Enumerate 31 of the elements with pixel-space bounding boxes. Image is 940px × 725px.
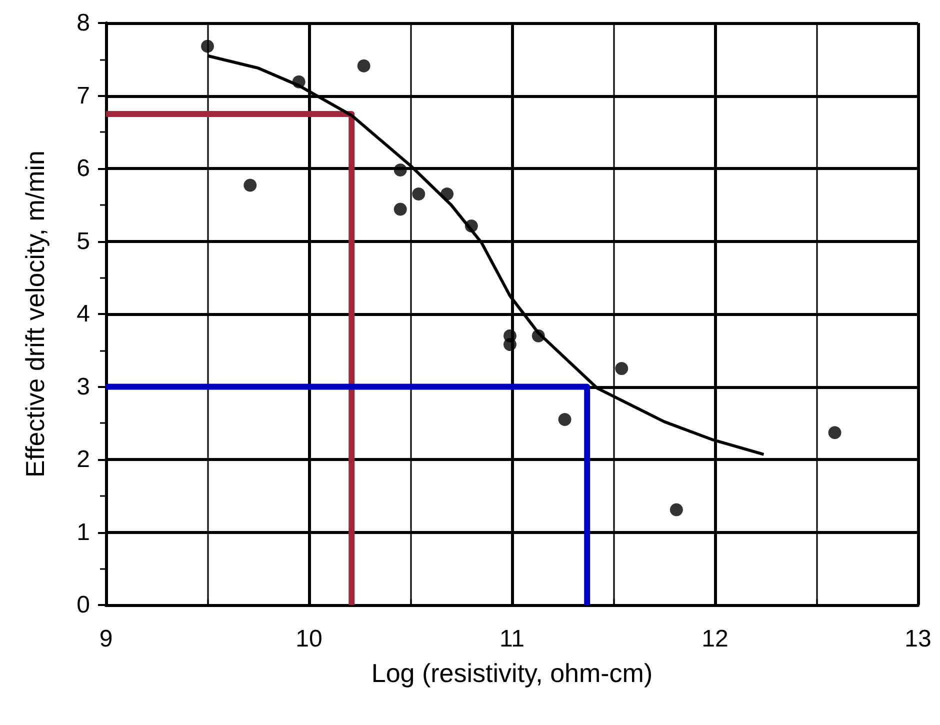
x-tick-label: 13	[904, 626, 932, 652]
point	[292, 75, 306, 88]
point	[615, 362, 628, 376]
point	[357, 59, 370, 72]
y-tick-label: 7	[76, 82, 90, 110]
y-tick-label: 5	[76, 228, 90, 255]
y-tick-label: 6	[76, 155, 90, 182]
point	[394, 202, 407, 216]
point	[670, 503, 683, 516]
point	[464, 219, 478, 232]
point	[412, 187, 426, 200]
point	[201, 40, 214, 53]
point	[558, 412, 572, 426]
point	[503, 329, 516, 342]
point	[394, 163, 407, 176]
point	[244, 178, 257, 192]
point	[440, 187, 454, 200]
point	[532, 329, 545, 342]
y-tick-label: 4	[76, 300, 90, 328]
y-axis-title: Effective drift velocity, m/min	[20, 150, 50, 478]
y-tick-label: 8	[76, 10, 90, 36]
y-tick-label: 1	[76, 518, 90, 546]
y-tick-label: 0	[76, 592, 90, 618]
y-tick-label: 2	[76, 446, 90, 473]
x-tick-label: 12	[702, 626, 728, 652]
x-tick-label: 11	[500, 626, 524, 652]
x-tick-label: 10	[296, 626, 322, 652]
x-axis-title: Log (resistivity, ohm-cm)	[371, 658, 653, 688]
x-tick-label: 9	[99, 626, 113, 652]
point	[828, 426, 842, 440]
y-tick-label: 3	[76, 373, 90, 400]
